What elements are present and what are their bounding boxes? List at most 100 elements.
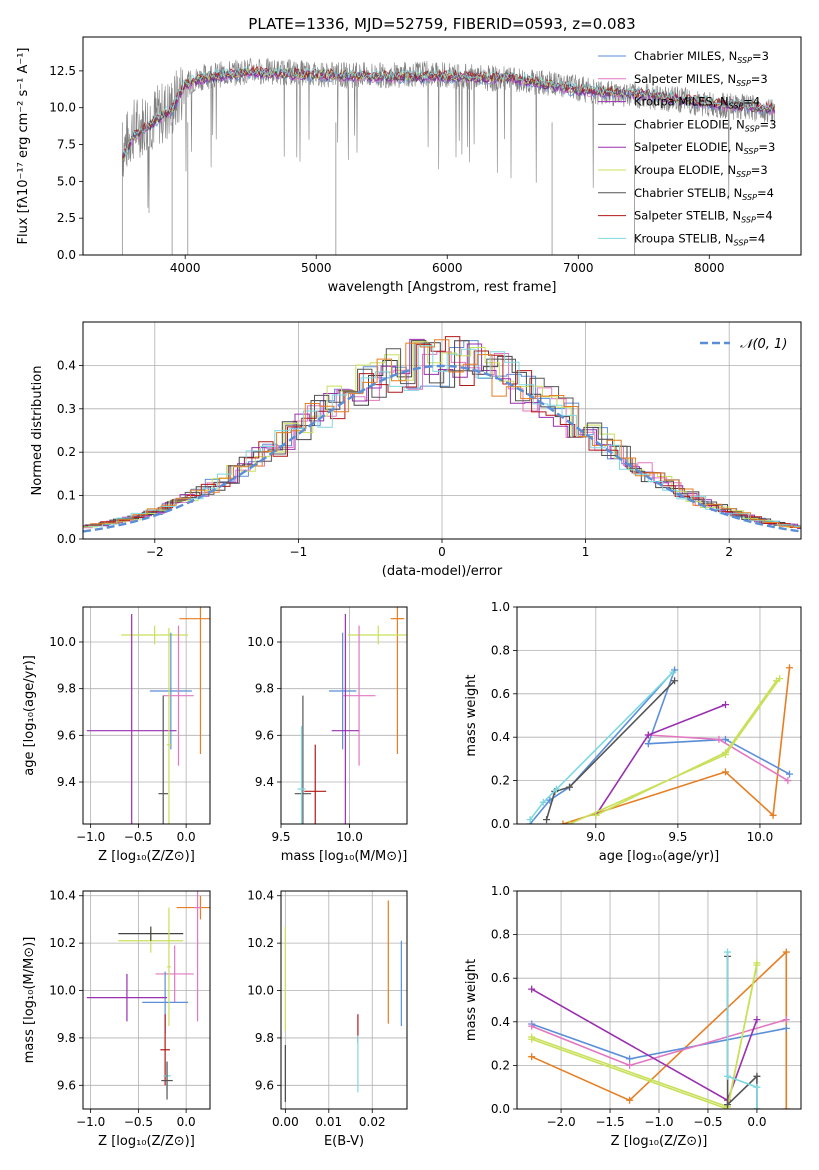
errorbar-point (342, 625, 376, 766)
mass-weight-marker (721, 701, 729, 709)
legend-label: Salpeter ELODIE, NSSP=3 (634, 140, 775, 156)
x-tick-label: 4000 (170, 261, 201, 275)
mass-weight-marker (528, 1053, 536, 1061)
legend-label: Chabrier MILES, NSSP=3 (634, 49, 769, 65)
x-tick-label: 9.0 (586, 830, 605, 844)
y-axis-label: mass weight (464, 674, 479, 756)
mass-weight-marker (721, 735, 729, 743)
mass-weight-marker (772, 677, 780, 685)
legend-label-subscript: SSP (741, 216, 756, 225)
x-tick-label: 1 (582, 545, 590, 559)
legend-label: Kroupa MILES, NSSP=4 (634, 95, 760, 111)
x-tick-label: 9.5 (668, 830, 687, 844)
y-tick-label: 10.4 (49, 889, 76, 903)
legend: Chabrier MILES, NSSP=3 Salpeter MILES, NS… (598, 49, 776, 247)
spectrum-plot-area (121, 57, 776, 255)
errorbar-point (348, 625, 407, 645)
y-tick-label: 9.4 (255, 775, 274, 789)
errorbar-point (118, 926, 184, 941)
model-spectrum-line (121, 67, 776, 162)
y-tick-label: 0.3 (57, 402, 76, 416)
x-tick-label: −0.5 (124, 830, 153, 844)
errorbar-point (86, 614, 177, 824)
errorbar-point (160, 1014, 170, 1086)
mass-weight-line (562, 667, 791, 824)
normal-distribution-curve (83, 364, 801, 533)
mass-weight-line (595, 703, 726, 816)
axes-frame (280, 606, 408, 825)
errorbar-point (297, 726, 306, 824)
y-tick-label: 9.6 (255, 728, 274, 742)
y-tick-label: 0.0 (491, 1102, 510, 1116)
mass-weight-marker (784, 777, 792, 785)
x-tick-label: 0.00 (272, 1115, 299, 1129)
legend-label-suffix: =3 (751, 72, 768, 86)
x-tick-label: 0.0 (747, 1115, 766, 1129)
y-tick-label: 0.4 (491, 1015, 510, 1029)
axes-frame (516, 890, 802, 1110)
mass-weight-marker (782, 1105, 790, 1109)
mass-weight-marker (566, 783, 574, 791)
mass-weight-marker (671, 677, 679, 685)
errorbar-point (179, 607, 210, 754)
chart-title: PLATE=1336, MJD=52759, FIBERID=0593, z=0… (248, 15, 635, 33)
x-tick-label: 10.0 (747, 830, 774, 844)
x-tick-label: 0.02 (359, 1115, 386, 1129)
mass-weight-marker (626, 1061, 634, 1069)
legend-label: 𝒩(0, 1) (740, 337, 787, 352)
mass-weight-marker (769, 811, 777, 819)
errorbar-plot-area (86, 891, 210, 1100)
mass-weight-marker (644, 731, 652, 739)
residual-plot-area (83, 336, 801, 533)
y-tick-label: 12.5 (49, 64, 76, 78)
legend-label-main: Chabrier ELODIE, N (634, 117, 745, 131)
residuals-panel: −2 −1 0 1 2 0.0 0.1 0.2 0.3 0.4 (data-model)/error… (30, 321, 802, 579)
legend-label-suffix: =4 (757, 186, 774, 200)
spectrum-panel: 4000 5000 6000 7000 8000 0.0 2.5 5.0 7.5 10.0 12.5… (16, 15, 802, 295)
legend-label: Kroupa STELIB, NSSP=4 (634, 231, 765, 247)
x-tick-label: 0.0 (177, 1115, 196, 1129)
axes-frame (82, 606, 211, 825)
y-tick-label: 0.4 (491, 730, 510, 744)
y-tick-label: 1.0 (491, 600, 510, 614)
legend-label-suffix: =3 (752, 49, 769, 63)
errorbar-plot-area (86, 607, 210, 824)
mass-weight-marker (782, 948, 790, 956)
axes-frame (82, 890, 211, 1110)
y-tick-label: 9.8 (255, 682, 274, 696)
x-tick-label: 6000 (432, 261, 463, 275)
legend-label-suffix: =3 (751, 163, 768, 177)
mass-weight-marker (753, 1105, 761, 1109)
y-axis-label: Normed distribution (30, 366, 45, 496)
mass-weight-marker (543, 816, 551, 824)
axes-frame (82, 36, 802, 256)
x-axis-label: Z [log₁₀(Z/Z⊙)] (98, 849, 195, 864)
x-tick-label: 9.5 (271, 830, 290, 844)
y-tick-label: 5.0 (57, 174, 76, 188)
x-tick-label: −1.5 (595, 1115, 624, 1129)
mass-weight-marker (753, 961, 761, 969)
mass-weight-marker (566, 820, 574, 824)
errorbar-point (163, 625, 194, 766)
mass-weight-line (531, 988, 758, 1102)
y-tick-label: 0.2 (491, 1058, 510, 1072)
x-axis-label: E(B-V) (324, 1134, 364, 1149)
mass-weight-marker (526, 816, 534, 824)
errorbar-point (304, 744, 327, 824)
legend-label: Salpeter MILES, NSSP=3 (634, 72, 768, 88)
mass-weight-plot-area (528, 948, 790, 1109)
x-tick-label: −0.5 (693, 1115, 722, 1129)
mass-weight-marker (724, 1072, 732, 1080)
legend-label-subscript: SSP (745, 124, 760, 133)
mass-weight-marker (644, 740, 652, 748)
errorbar-point (167, 907, 171, 1027)
legend-label-main: Kroupa MILES, N (634, 95, 729, 109)
x-tick-label: 7000 (563, 261, 594, 275)
mass-weight-marker (786, 664, 794, 672)
mass-weight-marker (782, 1024, 790, 1032)
legend-label: Kroupa ELODIE, NSSP=3 (634, 163, 768, 179)
x-tick-label: 0 (438, 545, 446, 559)
mass-vs-metallicity-panel: −1.0 −0.5 0.0 9.6 9.8 10.0 10.2 10.4 Z [log₁₀(Z/… (22, 889, 211, 1149)
legend-label-suffix: =4 (748, 231, 765, 245)
